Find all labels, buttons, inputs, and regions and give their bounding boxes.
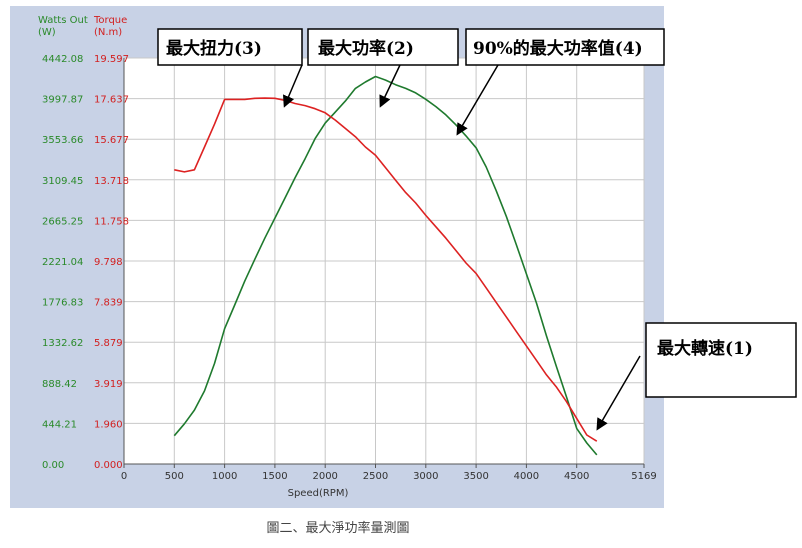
- x-tick-label: 1500: [262, 471, 287, 482]
- x-tick-label: 0: [121, 471, 127, 482]
- x-tick-label: 4500: [564, 471, 589, 482]
- y-left-tick-label: 1776.83: [42, 298, 83, 309]
- svg-text:最大轉速(1): 最大轉速(1): [657, 338, 753, 359]
- y-left-tick-label: 2665.25: [42, 216, 83, 227]
- y-right-tick-label: 5.879: [94, 338, 123, 349]
- y-right-tick-label: 19.597: [94, 54, 129, 65]
- y-left-tick-label: 3997.87: [42, 95, 83, 106]
- x-axis-label: Speed(RPM): [288, 488, 349, 499]
- y-left-tick-label: 4442.08: [42, 54, 83, 65]
- x-tick-label: 4000: [514, 471, 539, 482]
- x-tick-label: 2500: [363, 471, 388, 482]
- x-tick-label: 2000: [312, 471, 337, 482]
- callout-max-torque: 最大扭力(3): [157, 28, 303, 108]
- y-left-tick-label: 3109.45: [42, 176, 83, 187]
- y-right-tick-label: 1.960: [94, 419, 123, 430]
- y-right-tick-label: 13.718: [94, 176, 129, 187]
- y-axis-left: 0.00 444.21 888.42 1332.62 1776.83 2221.04 266…: [42, 54, 83, 471]
- svg-text:最大扭力(3): 最大扭力(3): [166, 38, 262, 59]
- x-tick-label: 3000: [413, 471, 438, 482]
- grid: [123, 57, 645, 465]
- x-tick-label: 3500: [463, 471, 488, 482]
- y-right-tick-label: 15.677: [94, 135, 129, 146]
- y-right-tick-label: 17.637: [94, 95, 129, 106]
- right-axis-header-line2: (N.m): [94, 27, 122, 38]
- series: [173, 75, 598, 456]
- y-right-tick-label: 11.758: [94, 216, 129, 227]
- series-line-torque: [174, 97, 598, 442]
- y-axis-right: 0.000 1.960 3.919 5.879 7.839 9.798 11.758 13.7…: [94, 54, 129, 471]
- x-tick-label: 1000: [212, 471, 237, 482]
- left-axis-header-line1: Watts Out: [38, 15, 88, 26]
- y-left-tick-label: 888.42: [42, 379, 77, 390]
- right-axis-header-line1: Torque: [93, 15, 127, 26]
- y-left-tick-label: 2221.04: [42, 257, 83, 268]
- svg-text:90%的最大功率值(4): 90%的最大功率值(4): [473, 38, 643, 59]
- y-right-tick-label: 0.000: [94, 460, 123, 471]
- y-right-tick-label: 7.839: [94, 298, 123, 309]
- svg-text:最大功率(2): 最大功率(2): [318, 38, 414, 59]
- left-axis-header-line2: (W): [38, 27, 56, 38]
- y-left-tick-label: 444.21: [42, 419, 77, 430]
- y-right-tick-label: 9.798: [94, 257, 123, 268]
- y-left-tick-label: 3553.66: [42, 135, 83, 146]
- callout-max-power: 最大功率(2): [307, 28, 459, 108]
- y-left-tick-label: 0.00: [42, 460, 64, 471]
- series-line-watts-out: [173, 75, 598, 456]
- figure-caption: 圖二、最大淨功率量測圖: [266, 520, 409, 536]
- x-tick-label: 500: [165, 471, 184, 482]
- x-axis: 0 500 1000 1500 2000 2500 3000 3500 4000 4500 5169: [121, 464, 657, 482]
- y-right-tick-label: 3.919: [94, 379, 123, 390]
- y-left-tick-label: 1332.62: [42, 338, 83, 349]
- callout-90pct-power: 90%的最大功率值(4): [456, 28, 665, 136]
- x-tick-label: 5169: [631, 471, 656, 482]
- callout-max-speed: 最大轉速(1): [596, 322, 797, 431]
